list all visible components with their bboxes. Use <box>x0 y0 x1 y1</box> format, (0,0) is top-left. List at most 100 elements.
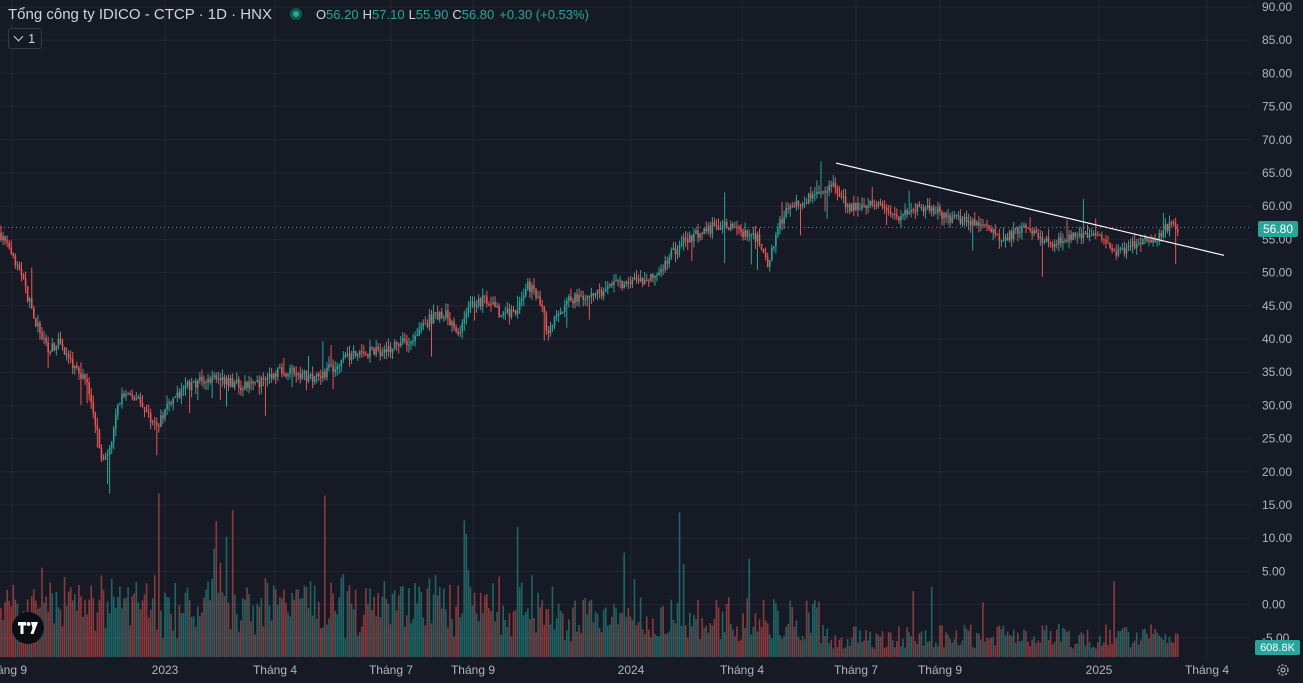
volume-bar <box>785 626 787 657</box>
volume-bar <box>115 607 117 657</box>
candle-body <box>1047 237 1050 244</box>
volume-bar <box>1072 648 1074 657</box>
volume-bar <box>481 612 484 657</box>
candle-body <box>541 304 543 308</box>
candle-body <box>63 346 66 355</box>
volume-bar <box>334 611 336 657</box>
candle-body <box>674 247 677 255</box>
volume-bar <box>619 613 621 657</box>
volume-bar <box>506 627 509 657</box>
volume-bar <box>455 606 457 657</box>
tradingview-logo-icon[interactable] <box>12 612 44 644</box>
candle-body <box>1004 237 1007 241</box>
volume-bar <box>235 613 238 657</box>
volume-bar <box>842 648 845 657</box>
volume-bar <box>274 589 277 657</box>
volume-bar <box>1086 629 1089 657</box>
volume-bar <box>1111 643 1113 657</box>
volume-bar <box>918 633 921 657</box>
candle-body <box>580 295 582 297</box>
market-status-icon[interactable] <box>289 8 302 20</box>
volume-bar <box>637 622 640 657</box>
candle-body <box>844 196 847 208</box>
candle-body <box>1000 240 1003 242</box>
volume-bar <box>465 533 468 657</box>
volume-bar <box>896 641 898 657</box>
candle-body <box>789 205 792 209</box>
volume-bar <box>1127 631 1130 657</box>
candle-body <box>299 373 302 379</box>
volume-bar <box>496 611 498 657</box>
last-volume-label: 608.8K <box>1255 640 1300 655</box>
candle-body <box>510 309 513 317</box>
volume-bar <box>305 586 308 657</box>
volume-bar <box>525 611 527 657</box>
volume-bar <box>47 611 49 657</box>
candle-body <box>238 379 240 388</box>
volume-bar <box>92 597 95 657</box>
candle-body <box>773 246 775 249</box>
candle-body <box>229 378 232 387</box>
volume-bar <box>389 624 392 657</box>
change-value: +0.30 (+0.53%) <box>499 6 589 22</box>
volume-bar <box>242 598 244 657</box>
volume-bar <box>209 600 211 657</box>
candle-body <box>945 212 947 218</box>
candle-body <box>201 376 203 382</box>
volume-bar <box>656 635 658 657</box>
volume-bar <box>432 594 435 657</box>
volume-bar <box>498 576 500 657</box>
indicator-toggle-button[interactable]: 1 <box>8 28 43 49</box>
candle-body <box>553 316 556 326</box>
candle-body <box>914 210 917 212</box>
volume-bar <box>266 583 269 657</box>
candle-body <box>783 216 785 224</box>
volume-bar <box>781 638 783 657</box>
candle-body <box>82 374 84 379</box>
candle-body <box>307 375 310 382</box>
candle-body <box>697 230 699 238</box>
volume-bar <box>766 623 769 657</box>
volume-bar <box>522 615 525 657</box>
candle-body <box>373 348 375 355</box>
candle-body <box>1012 229 1015 240</box>
candle-body <box>1133 241 1136 248</box>
volume-bar <box>217 592 220 657</box>
volume-bar <box>45 596 47 657</box>
volume-bar <box>231 510 234 657</box>
candle-body <box>473 301 476 307</box>
high-value: 57.10 <box>372 6 405 22</box>
candle-body <box>953 214 956 218</box>
volume-bar <box>816 607 818 657</box>
volume-bar <box>1099 636 1101 657</box>
volume-bar <box>43 602 45 657</box>
volume-bar <box>313 585 316 657</box>
candle-body <box>1121 248 1124 250</box>
volume-bar <box>410 623 412 657</box>
volume-bar <box>1144 628 1146 657</box>
volume-bar <box>307 608 310 657</box>
volume-bar <box>303 585 306 657</box>
candle-body <box>170 402 172 404</box>
volume-bar <box>1123 627 1126 657</box>
candle-body <box>715 225 718 227</box>
candle-body <box>623 283 625 288</box>
candle-body <box>621 280 623 288</box>
candle-body <box>1068 234 1070 242</box>
volume-bar <box>1170 641 1173 657</box>
candle-body <box>723 221 726 226</box>
volume-bar <box>57 607 60 657</box>
volume-bar <box>625 616 628 657</box>
volume-bar <box>824 636 826 657</box>
candle-body <box>1045 237 1048 242</box>
candle-body <box>494 302 496 307</box>
candle-body <box>846 204 849 208</box>
candle-body <box>764 253 767 258</box>
volume-bar <box>807 612 810 657</box>
volume-bar <box>928 641 931 657</box>
candle-body <box>504 312 507 314</box>
candle-body <box>98 430 101 449</box>
gear-icon[interactable] <box>1276 663 1290 677</box>
volume-bar <box>172 630 174 657</box>
